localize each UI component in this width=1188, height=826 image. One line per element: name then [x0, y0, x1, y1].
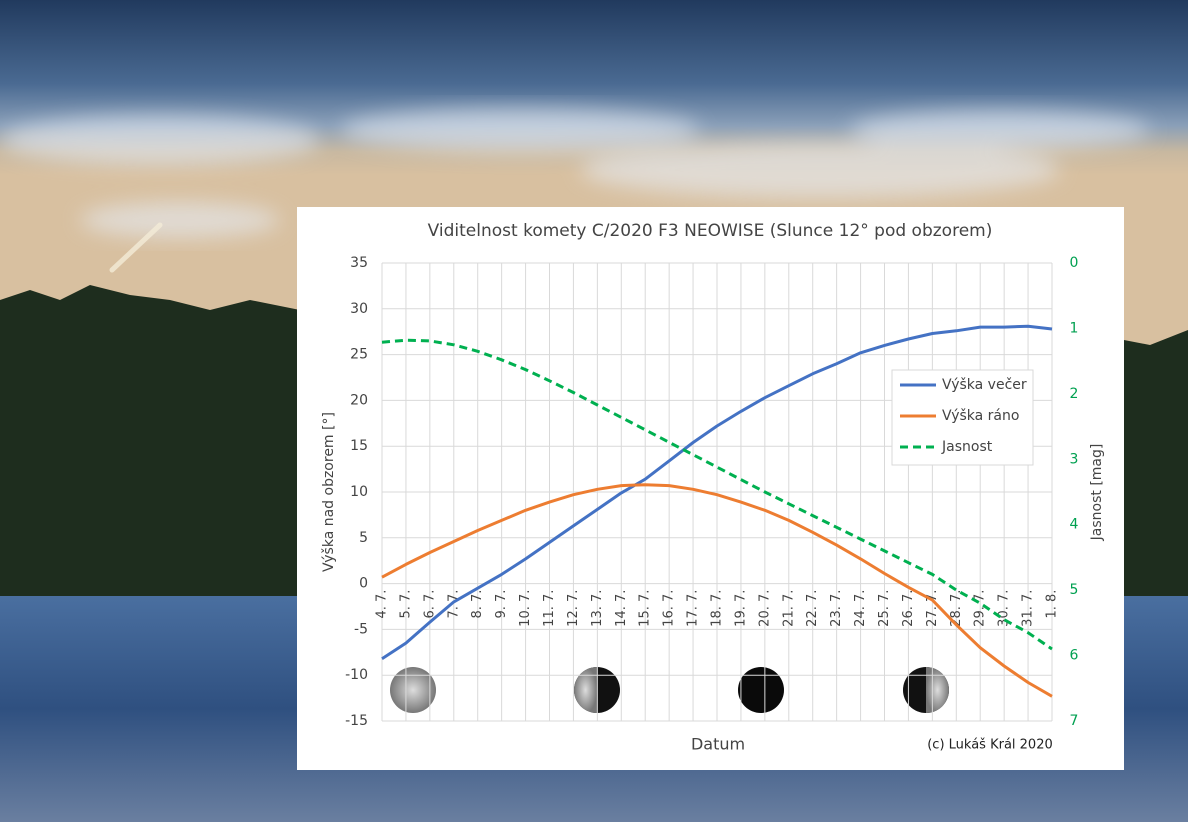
comet — [109, 222, 163, 273]
y-tick-label: 30 — [350, 301, 368, 317]
x-tick-label: 9. 7. — [494, 590, 509, 619]
x-tick-label: 12. 7. — [566, 590, 581, 627]
x-tick-label: 18. 7. — [710, 590, 725, 627]
x-tick-label: 7. 7. — [446, 590, 461, 619]
x-tick-label: 27. 7. — [925, 590, 940, 627]
moon-lit — [926, 667, 949, 713]
x-tick-label: 26. 7. — [901, 590, 916, 627]
y2-tick-label: 6 — [1070, 648, 1079, 664]
x-tick-label: 23. 7. — [829, 590, 844, 627]
x-tick-label: 25. 7. — [877, 590, 892, 627]
moon-phases — [390, 667, 949, 713]
y2-axis-label: Jasnost [mag] — [1089, 444, 1105, 542]
x-tick-label: 6. 7. — [422, 590, 437, 619]
x-tick-label: 20. 7. — [757, 590, 772, 627]
y2-tick-label: 7 — [1070, 713, 1079, 729]
x-tick-label: 10. 7. — [518, 590, 533, 627]
x-tick-label: 31. 7. — [1021, 590, 1036, 627]
legend-label: Výška ráno — [942, 408, 1019, 424]
x-tick-label: 8. 7. — [470, 590, 485, 619]
x-tick-label: 21. 7. — [781, 590, 796, 627]
y-tick-label: -15 — [345, 713, 368, 729]
y-tick-label: 25 — [350, 347, 368, 363]
y-tick-label: 35 — [350, 255, 368, 271]
y2-tick-label: 3 — [1070, 451, 1079, 467]
moon-full — [390, 667, 436, 713]
x-tick-label: 5. 7. — [398, 590, 413, 619]
y-axis-label: Výška nad obzorem [°] — [321, 412, 337, 572]
x-tick-label: 22. 7. — [805, 590, 820, 627]
x-tick-label: 1. 8. — [1045, 590, 1060, 619]
series-line — [381, 483, 1053, 698]
chart-panel — [297, 207, 1124, 770]
legend-label: Výška večer — [942, 377, 1027, 393]
x-tick-label: 4. 7. — [375, 590, 390, 619]
series-line — [381, 338, 1053, 651]
y2-tick-label: 2 — [1070, 386, 1079, 402]
x-tick-label: 17. 7. — [686, 590, 701, 627]
y-tick-label: 5 — [359, 530, 368, 546]
x-tick-label: 11. 7. — [542, 590, 557, 627]
series-line — [381, 324, 1053, 660]
x-tick-label: 15. 7. — [638, 590, 653, 627]
y2-tick-label: 1 — [1070, 320, 1079, 336]
y-tick-label: -10 — [345, 667, 368, 683]
y-tick-label: -5 — [354, 621, 368, 637]
x-tick-label: 24. 7. — [853, 590, 868, 627]
x-tick-label: 29. 7. — [973, 590, 988, 627]
legend-label: Jasnost — [941, 439, 993, 455]
y2-tick-label: 4 — [1070, 517, 1079, 533]
x-axis-label: Datum — [691, 735, 745, 754]
clouds — [0, 108, 1150, 238]
y-tick-label: 20 — [350, 392, 368, 408]
x-tick-label: 13. 7. — [590, 590, 605, 627]
x-tick-label: 16. 7. — [662, 590, 677, 627]
y2-tick-label: 5 — [1070, 582, 1079, 598]
x-tick-label: 14. 7. — [614, 590, 629, 627]
plot: -15 -10 -5 0 5 10 15 20 25 30 35 0 1 2 3 4 5 6 7 4. 7. 5. 7.… — [345, 255, 1078, 729]
moon-lit — [574, 667, 597, 713]
x-tick-label: 30. 7. — [997, 590, 1012, 627]
credit: (c) Lukáš Král 2020 — [927, 738, 1053, 753]
y2-tick-label: 0 — [1070, 255, 1079, 271]
y-tick-label: 0 — [359, 576, 368, 592]
moon-new — [738, 667, 784, 713]
x-tick-label: 19. 7. — [733, 590, 748, 627]
y-tick-label: 15 — [350, 438, 368, 454]
chart-title: Viditelnost komety C/2020 F3 NEOWISE (Sl… — [428, 221, 993, 241]
y-tick-label: 10 — [350, 484, 368, 500]
x-tick-label: 28. 7. — [949, 590, 964, 627]
